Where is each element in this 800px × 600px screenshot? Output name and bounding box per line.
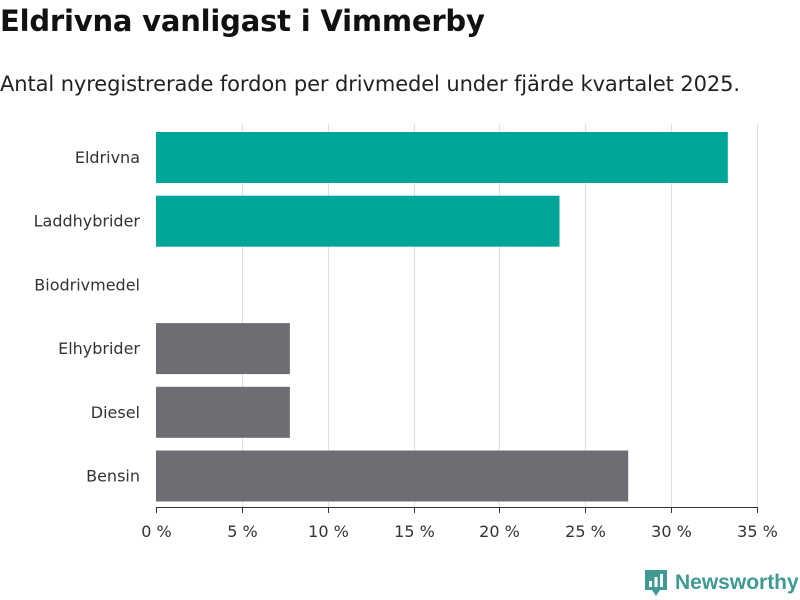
x-tick-label-10: 10 % <box>308 522 349 541</box>
brand-name: Newsworthy <box>675 571 799 594</box>
newsworthy-logo-icon <box>645 570 667 596</box>
x-tick-label-25: 25 % <box>565 522 606 541</box>
bar-bensin <box>156 450 629 502</box>
bar-elhybrider <box>156 323 290 375</box>
brand-logo: Newsworthy <box>643 568 799 598</box>
category-label-diesel: Diesel <box>91 403 140 422</box>
category-label-elhybrider: Elhybrider <box>58 339 140 358</box>
category-label-laddhybrider: Laddhybrider <box>34 212 141 231</box>
x-tick-label-15: 15 % <box>394 522 435 541</box>
x-tick-label-5: 5 % <box>227 522 257 541</box>
bar-laddhybrider <box>156 195 560 247</box>
category-labels: Eldrivna Laddhybrider Biodrivmedel Elhybrid… <box>34 148 141 486</box>
category-label-bensin: Bensin <box>86 467 140 486</box>
chart-subtitle: Antal nyregistrerade fordon per drivmede… <box>0 72 741 96</box>
x-tick-label-0: 0 % <box>141 522 171 541</box>
x-tick-label-30: 30 % <box>651 522 692 541</box>
category-label-biodrivmedel: Biodrivmedel <box>34 275 140 294</box>
chart-title: Eldrivna vanligast i Vimmerby <box>0 4 485 38</box>
x-tick-label-35: 35 % <box>737 522 778 541</box>
x-axis-ticks: 0 % 5 % 10 % 15 % 20 % 25 % 30 % 35 % <box>141 507 778 541</box>
bar-layer <box>156 132 728 502</box>
x-tick-label-20: 20 % <box>479 522 520 541</box>
bar-eldrivna <box>156 132 728 183</box>
category-label-eldrivna: Eldrivna <box>75 148 140 167</box>
bar-diesel <box>156 386 290 438</box>
grid-layer <box>242 124 758 507</box>
